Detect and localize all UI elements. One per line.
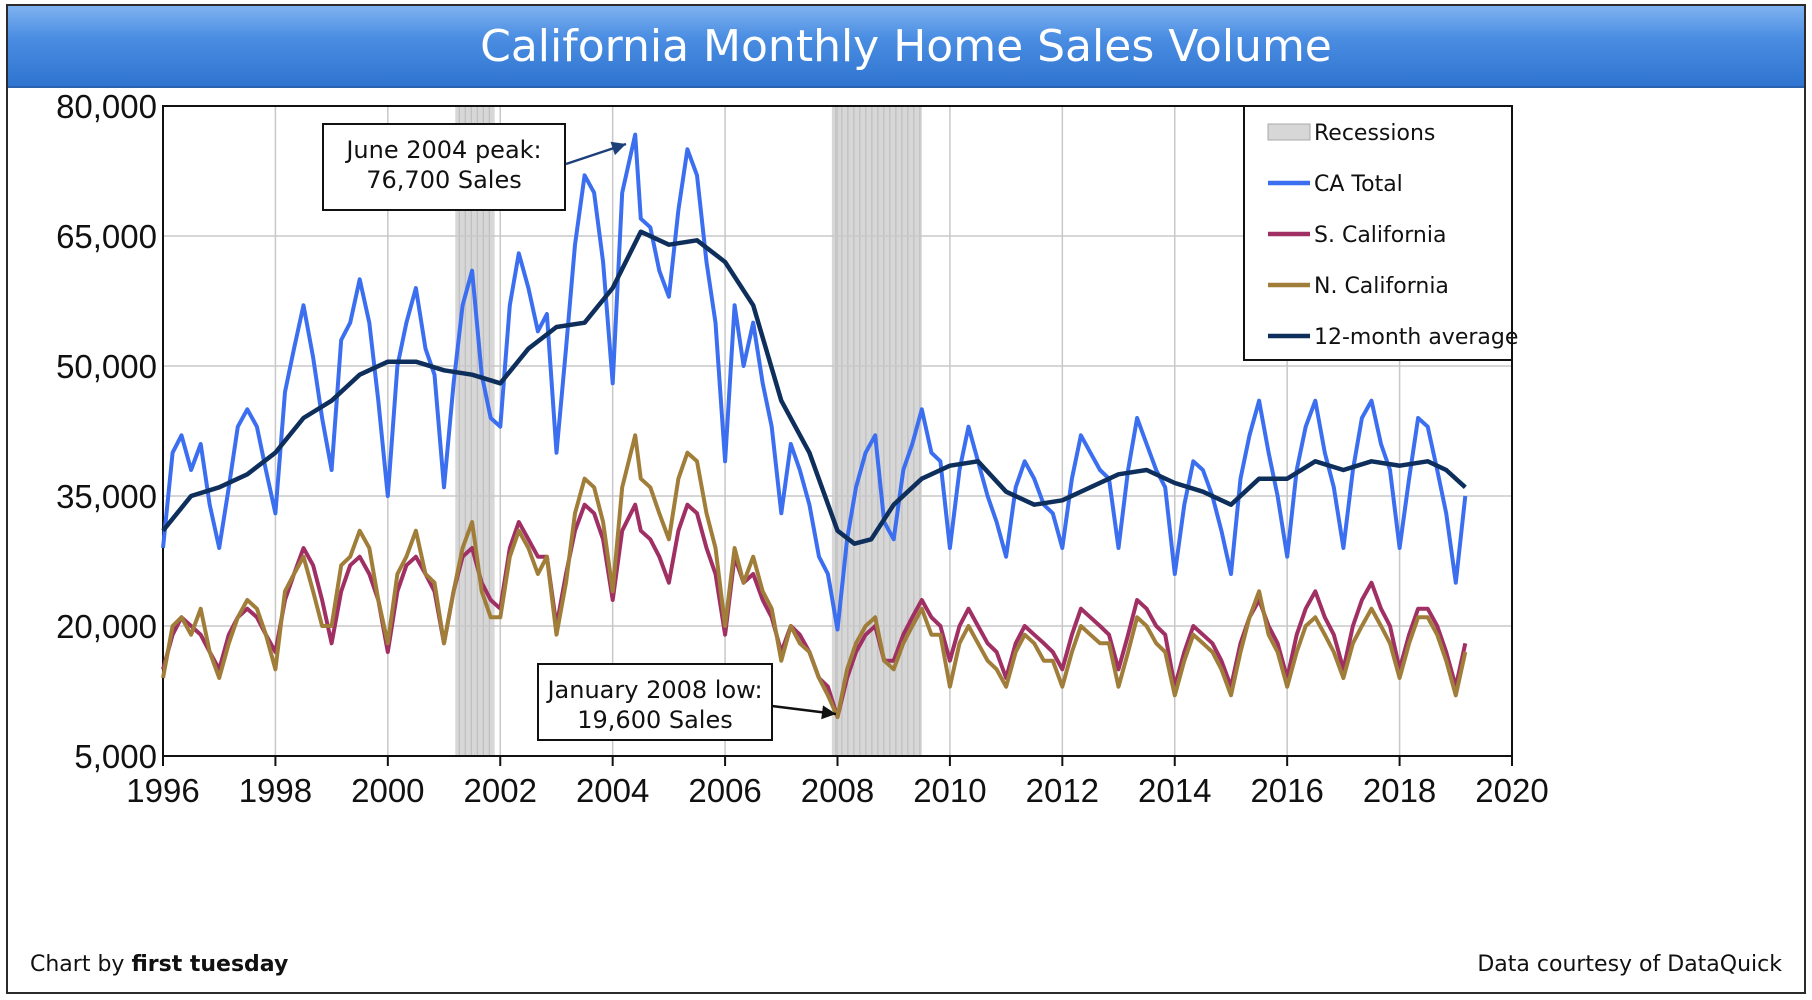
legend-label: CA Total (1314, 172, 1403, 197)
y-tick-label: 20,000 (56, 608, 157, 645)
x-tick-label: 2010 (913, 772, 986, 809)
annotation-text: January 2008 low: (545, 676, 762, 704)
credit-right: Data courtesy of DataQuick (1477, 952, 1782, 977)
y-tick-label: 65,000 (56, 218, 157, 255)
x-tick-label: 2004 (576, 772, 649, 809)
annotation-arrowhead (821, 705, 836, 720)
series-line-ca-total (161, 132, 1468, 632)
legend-swatch-recession (1267, 123, 1311, 141)
x-tick-label: 2002 (464, 772, 537, 809)
title-bar: California Monthly Home Sales Volume (8, 6, 1804, 88)
x-tick-label: 1998 (239, 772, 312, 809)
annotation-arrowhead (610, 141, 626, 156)
x-tick-label: 2012 (1026, 772, 1099, 809)
chart-frame: California Monthly Home Sales Volume 199… (6, 4, 1806, 994)
legend-label: N. California (1314, 274, 1449, 299)
y-tick-label: 50,000 (56, 348, 157, 385)
chart-svg: 1996 1998 2000 2002 2004 2006 2008 2010 2012 2014… (56, 88, 1549, 809)
y-tick-label: 5,000 (74, 738, 157, 775)
chart-title: California Monthly Home Sales Volume (480, 21, 1332, 72)
x-tick-label: 2006 (688, 772, 761, 809)
x-tick-label: 2014 (1138, 772, 1211, 809)
recession-band (831, 106, 922, 756)
legend-label: S. California (1314, 223, 1446, 248)
credit-left: Chart by first tuesday (30, 952, 288, 977)
recession-band (455, 106, 495, 756)
annotation-text: June 2004 peak: (344, 136, 541, 164)
x-tick-label: 2020 (1475, 772, 1548, 809)
x-tick-label: 2018 (1363, 772, 1436, 809)
y-tick-label: 35,000 (56, 478, 157, 515)
x-tick-label: 2000 (351, 772, 424, 809)
series-line-n-california (161, 433, 1468, 719)
annotation-text: 19,600 Sales (577, 706, 732, 734)
x-tick-label: 2008 (801, 772, 874, 809)
annotation-box (537, 663, 773, 741)
legend-label: Recessions (1314, 121, 1435, 146)
annotation-text: 76,700 Sales (366, 166, 521, 194)
credit-brand: first tuesday (131, 952, 289, 977)
annotation-box (322, 123, 566, 211)
x-tick-label: 1996 (126, 772, 199, 809)
x-tick-label: 2016 (1250, 772, 1323, 809)
series-line-avg (161, 229, 1467, 546)
y-tick-label: 80,000 (56, 88, 157, 125)
credit-prefix: Chart by (30, 952, 132, 977)
legend-label: 12-month average (1314, 325, 1518, 350)
